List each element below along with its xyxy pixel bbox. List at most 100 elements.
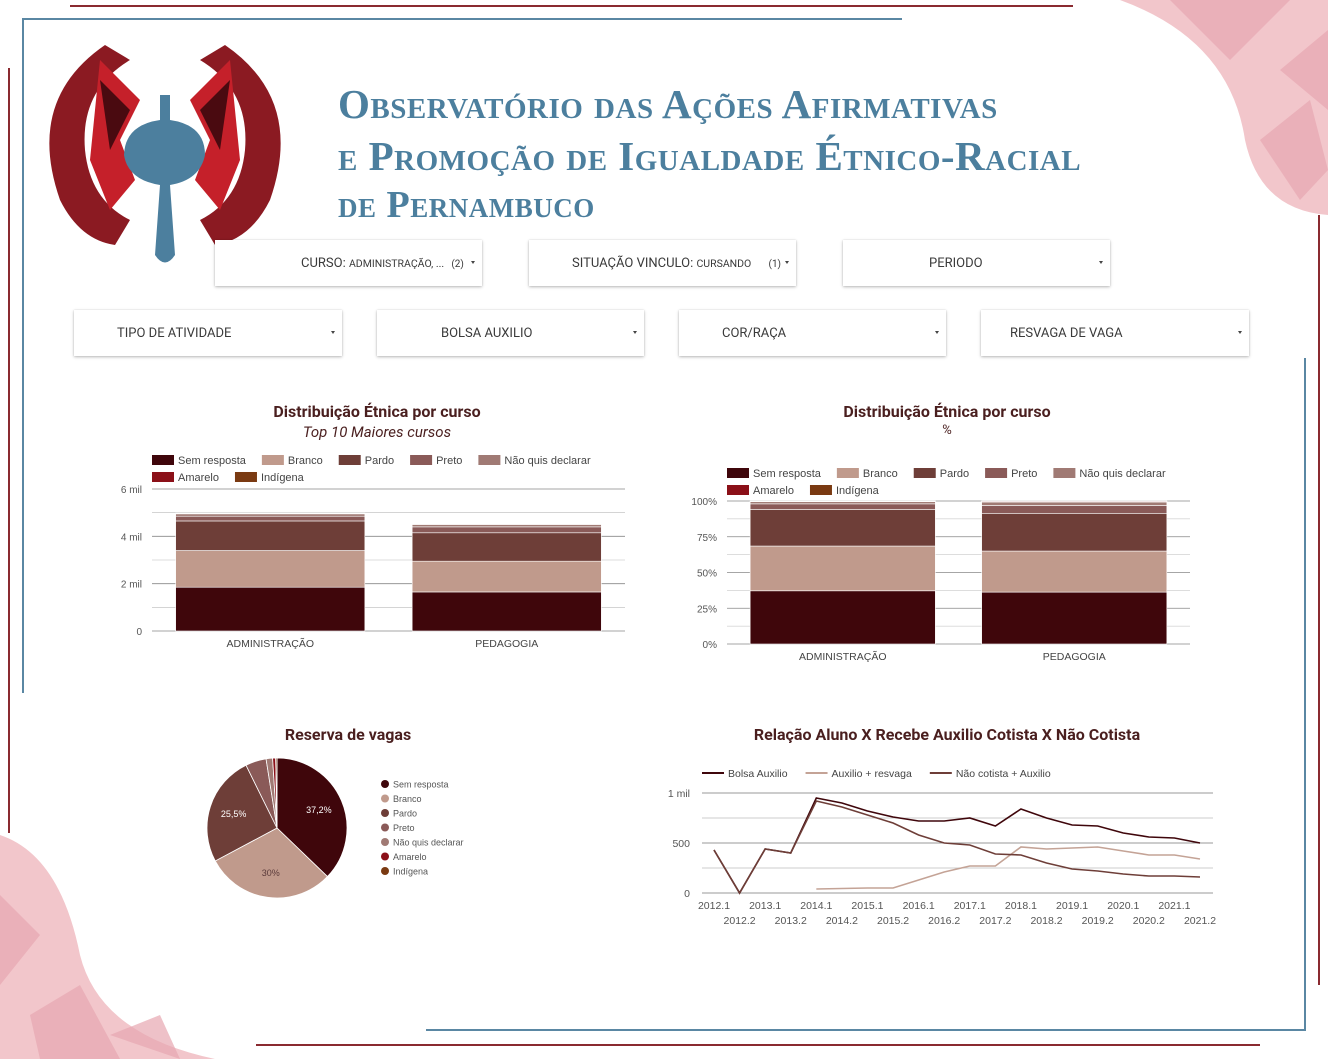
bar-segment [749, 590, 936, 645]
pie-legend-label: Sem resposta [393, 780, 449, 790]
bar-segment [981, 512, 1168, 552]
situacao-filter-label: SITUAÇÃO VINCULO [572, 256, 691, 271]
x-tick-label: 2021.2 [1184, 915, 1216, 927]
x-tick-label: PEDAGOGIA [1043, 651, 1106, 663]
chevron-down-icon [935, 331, 939, 334]
x-tick-label: 2019.1 [1056, 900, 1088, 912]
chart2-subtitle: % [942, 423, 952, 438]
legend-swatch [261, 455, 284, 465]
resvaga-filter-dropdown[interactable]: RESVAGA DE VAGA [981, 310, 1249, 356]
legend-label: Não quis declarar [1079, 468, 1166, 480]
chevron-down-icon [785, 261, 789, 264]
bar-segment [749, 545, 936, 592]
cor-raca-filter-dropdown[interactable]: COR/RAÇA [679, 310, 946, 356]
legend-swatch [913, 468, 936, 478]
bar-segment [749, 503, 936, 510]
legend-swatch [727, 485, 749, 495]
bar-segment [175, 513, 366, 517]
chart3-title: Reserva de vagas [284, 725, 412, 744]
legend-swatch [478, 455, 501, 465]
bar-segment [981, 591, 1168, 645]
curso-filter-label: CURSO [301, 256, 343, 271]
legend-swatch [809, 485, 832, 495]
pie-value-label: 25,5% [221, 809, 247, 819]
x-tick-label: 2015.2 [877, 915, 909, 927]
legend-swatch [727, 468, 749, 478]
bar-segment [749, 509, 936, 547]
x-tick-label: 2018.1 [1005, 900, 1037, 912]
tipo-atividade-filter-label: TIPO DE ATIVIDADE [117, 326, 232, 341]
x-tick-label: 2021.1 [1158, 900, 1190, 912]
stacked-bar-chart-absolute: Sem resposta Branco Pardo Preto Não quis dec… [121, 455, 625, 650]
bar-segment [981, 505, 1168, 514]
legend-label: Preto [436, 455, 462, 467]
pie-value-label: 37,2% [306, 805, 332, 815]
legend-swatch [338, 455, 361, 465]
legend-label: Indígena [836, 485, 880, 497]
pie-legend-marker [381, 852, 389, 861]
stacked-bar-chart-percent: Sem resposta Branco Pardo Preto Não quis dec… [691, 468, 1190, 663]
bar-segment [411, 524, 602, 528]
bar-segment [175, 550, 366, 588]
legend-label: Amarelo [753, 485, 794, 497]
bolsa-auxilio-filter-dropdown[interactable]: BOLSA AUXILIO [377, 310, 644, 356]
bar-segment [981, 550, 1168, 593]
bar-segment [411, 526, 602, 534]
pie-legend-marker [381, 823, 389, 832]
x-tick-label: 2019.2 [1082, 915, 1114, 927]
corner-ornament [0, 835, 215, 1059]
x-tick-label: 2013.1 [749, 900, 781, 912]
legend-label: Indígena [261, 472, 305, 484]
x-tick-label: 2016.2 [928, 915, 960, 927]
legend-swatch [234, 472, 257, 482]
pie-slice [275, 757, 278, 829]
decorative-line [8, 68, 10, 833]
bar-segment [411, 532, 602, 562]
y-tick-label: 1 mil [668, 788, 690, 800]
x-tick-label: 2012.2 [724, 915, 756, 927]
legend-label: Sem resposta [753, 468, 822, 480]
chevron-down-icon [1238, 331, 1242, 334]
y-tick-label: 0% [703, 640, 718, 651]
pie-value-label: 30% [262, 868, 280, 878]
y-tick-label: 0 [684, 888, 690, 900]
x-tick-label: 2012.1 [698, 900, 730, 912]
situacao-filter-count: (1) [768, 259, 782, 270]
header-title-line2: e Promoção de Igualdade Étnico-Racial [338, 133, 1082, 179]
chart1-title: Distribuição Étnica por curso [273, 402, 481, 421]
x-tick-label: PEDAGOGIA [475, 638, 538, 650]
legend-label: Não quis declarar [504, 455, 591, 467]
decorative-line [1318, 215, 1320, 985]
bar-segment [981, 501, 1168, 506]
pie-legend-label: Branco [393, 794, 422, 804]
pie-legend-marker [381, 809, 389, 817]
bolsa-auxilio-filter-label: BOLSA AUXILIO [441, 326, 533, 341]
curso-filter-value: ADMINISTRAÇÃO, ... [348, 257, 445, 270]
x-tick-label: 2017.2 [979, 915, 1011, 927]
x-tick-label: 2020.1 [1107, 900, 1139, 912]
tipo-atividade-filter-dropdown[interactable]: TIPO DE ATIVIDADE [74, 310, 342, 356]
periodo-filter-dropdown[interactable]: PERIODO [843, 240, 1110, 286]
bar-segment [411, 591, 602, 632]
legend-label: Sem resposta [178, 455, 247, 467]
x-tick-label: ADMINISTRAÇÃO [226, 637, 314, 650]
situacao-filter-text: SITUAÇÃO VINCULO: CURSANDO (1) [572, 256, 782, 271]
legend-label: Não cotista + Auxilio [956, 768, 1051, 780]
header-title-line3: de Pernambuco [338, 184, 595, 226]
chevron-down-icon [1099, 261, 1103, 264]
y-tick-label: 50% [697, 569, 717, 580]
chart4-title: Relação Aluno X Recebe Auxilio Cotista X… [753, 725, 1141, 744]
curso-filter-dropdown[interactable]: CURSO: ADMINISTRAÇÃO, ... (2) [215, 240, 482, 286]
pie-legend-marker [381, 838, 389, 846]
legend-swatch [836, 468, 859, 478]
curso-filter-count: (2) [451, 259, 464, 270]
legend-label: Amarelo [178, 472, 219, 484]
pie-chart-reserva: 37,2% 30% 25,5% Sem resposta Branco Pardo Pret… [206, 757, 464, 899]
pie-legend-marker [381, 794, 389, 803]
bar-segment [175, 586, 366, 632]
x-tick-label: 2013.2 [775, 915, 807, 927]
y-tick-label: 0 [136, 627, 142, 638]
legend-label: Preto [1011, 468, 1037, 480]
pie-legend-label: Não quis declarar [393, 838, 464, 848]
situacao-filter-dropdown[interactable]: SITUAÇÃO VINCULO: CURSANDO (1) [529, 240, 796, 286]
